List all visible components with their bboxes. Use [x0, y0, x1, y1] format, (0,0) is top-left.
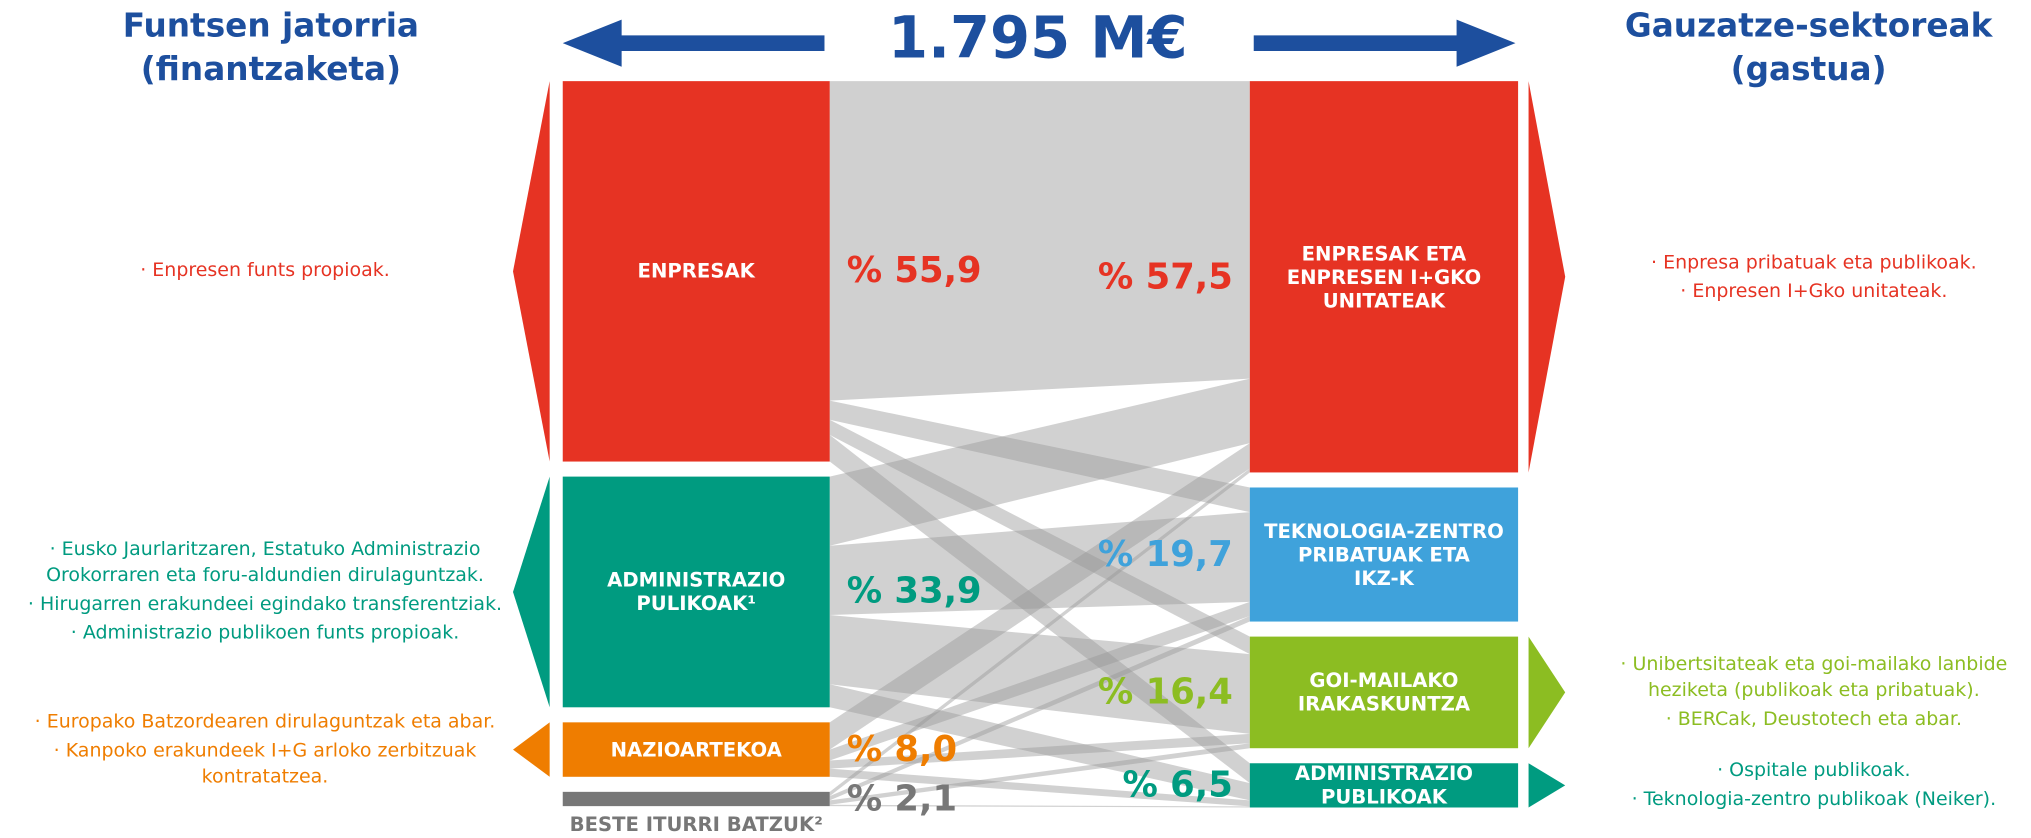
notes: · Europako Batzordearen dirulaguntzak et…	[13, 706, 517, 792]
note: · Kanpoko erakundeek I+G arloko zerbitzu…	[53, 740, 477, 788]
note: · BERCak, Deustotech eta abar.	[1665, 709, 1962, 731]
side-wedge	[513, 722, 550, 777]
box-label: ADMINISTRAZIO PUBLIKOAK	[1250, 761, 1518, 809]
notes: · Eusko Jaurlaritzaren, Estatuko Adminis…	[13, 534, 517, 649]
box-label: ENPRESAK	[563, 81, 830, 461]
label-line: ADMINISTRAZIO	[1294, 761, 1474, 786]
label-line: IKZ-K	[1354, 566, 1414, 590]
note: · Enpresen I+Gko unitateak.	[1680, 280, 1948, 302]
percent: % 16,4	[1097, 672, 1233, 713]
box-label: GOI-MAILAKO IRAKASKUNTZA	[1250, 637, 1518, 749]
box	[562, 791, 830, 807]
box	[1249, 636, 1519, 749]
flow	[829, 768, 1250, 807]
right-title: Gauzatze-sektoreak (gastua)	[1547, 4, 2031, 90]
title-line: (gastua)	[1730, 49, 1887, 88]
label-line: PRIBATUAK ETA	[1298, 542, 1470, 567]
flow	[829, 81, 1250, 401]
title-line: Gauzatze-sektoreak	[1624, 6, 1993, 45]
flow	[829, 615, 1250, 801]
flow	[829, 512, 1250, 616]
label-line: TEKNOLOGIA-ZENTRO	[1264, 519, 1504, 543]
note: · Administrazio publikoen funts propioak…	[70, 623, 460, 645]
left-arrow	[562, 19, 825, 67]
flow	[829, 468, 1250, 797]
box-label: TEKNOLOGIA-ZENTRO PRIBATUAK ETA IKZ-K	[1250, 487, 1518, 621]
right-arrow	[1253, 19, 1516, 67]
label-line: ADMINISTRAZIO	[607, 568, 786, 592]
box-label: BESTE ITURRI BATZUK²	[563, 811, 830, 837]
label-line: ENPRESAK ETA	[1301, 241, 1467, 266]
percent: % 19,7	[1097, 534, 1233, 575]
flow	[829, 419, 1250, 655]
box	[562, 722, 830, 777]
note: · Eusko Jaurlaritzaren, Estatuko Adminis…	[46, 539, 484, 587]
title-line: (finantzaketa)	[140, 49, 402, 88]
flow	[829, 400, 1250, 513]
left-title: Funtsen jatorria (finantzaketa)	[9, 4, 532, 90]
side-wedge	[1528, 763, 1566, 808]
flow	[829, 601, 1250, 761]
label-line: PUBLIKOAK	[1320, 785, 1447, 809]
note: · Ospitale publikoak.	[1717, 760, 1911, 782]
note: · Unibertsitateak eta goi-mailako lanbid…	[1620, 654, 2008, 702]
box	[562, 81, 830, 462]
label-line: ENPRESEN I+GKO	[1286, 265, 1482, 289]
notes: · Enpresa pribatuak eta publikoak. · Enpr…	[1597, 247, 2031, 307]
box	[562, 476, 830, 708]
note: · Hirugarren erakundeei egindako transfe…	[27, 594, 503, 616]
percent: % 33,9	[846, 571, 982, 613]
label-line: BESTE ITURRI BATZUK²	[569, 812, 823, 837]
percent: % 2,1	[846, 778, 958, 820]
total: 1.795 M€	[888, 5, 1188, 72]
flow	[829, 804, 1250, 808]
label-line: NAZIOARTEKOA	[610, 737, 782, 762]
note: · Teknologia-zentro publikoak (Neiker).	[1631, 789, 1997, 811]
flow	[829, 443, 1250, 750]
side-wedge	[1528, 81, 1566, 473]
percent: % 8,0	[846, 729, 958, 770]
box-label: ADMINISTRAZIO PULIKOAK¹	[563, 477, 830, 708]
side-wedge	[513, 81, 550, 462]
percent: % 57,5	[1097, 256, 1233, 298]
box-label: ENPRESAK ETA ENPRESEN I+GKO UNITATEAK	[1250, 81, 1518, 472]
flow	[829, 378, 1250, 546]
percent: % 6,5	[1122, 765, 1233, 806]
note: · Enpresen funts propioak.	[140, 260, 390, 282]
flow	[829, 684, 1250, 801]
side-wedge	[1528, 636, 1566, 749]
box	[1249, 81, 1519, 473]
label-line: UNITATEAK	[1322, 288, 1446, 313]
flow	[829, 733, 1250, 769]
box	[1249, 763, 1519, 808]
note: · Europako Batzordearen dirulaguntzak et…	[34, 711, 496, 733]
title-line: Funtsen jatorria	[122, 6, 420, 45]
side-wedge	[513, 476, 550, 708]
label-line: ENPRESAK	[637, 259, 755, 284]
flow	[829, 743, 1250, 805]
label-line: PULIKOAK¹	[636, 591, 757, 616]
flow	[829, 434, 1250, 784]
notes: · Unibertsitateak eta goi-mailako lanbid…	[1597, 649, 2031, 735]
box-label: NAZIOARTEKOA	[563, 722, 830, 776]
notes: · Ospitale publikoak. · Teknologia-zentro…	[1597, 755, 2031, 815]
flow	[829, 615, 1250, 734]
notes: · Enpresen funts propioak.	[13, 256, 517, 287]
label-line: IRAKASKUNTZA	[1297, 692, 1471, 716]
label-line: GOI-MAILAKO	[1309, 668, 1459, 693]
percent: % 55,9	[846, 251, 982, 292]
note: · Enpresa pribatuak eta publikoak.	[1651, 251, 1977, 273]
box	[1249, 487, 1519, 622]
